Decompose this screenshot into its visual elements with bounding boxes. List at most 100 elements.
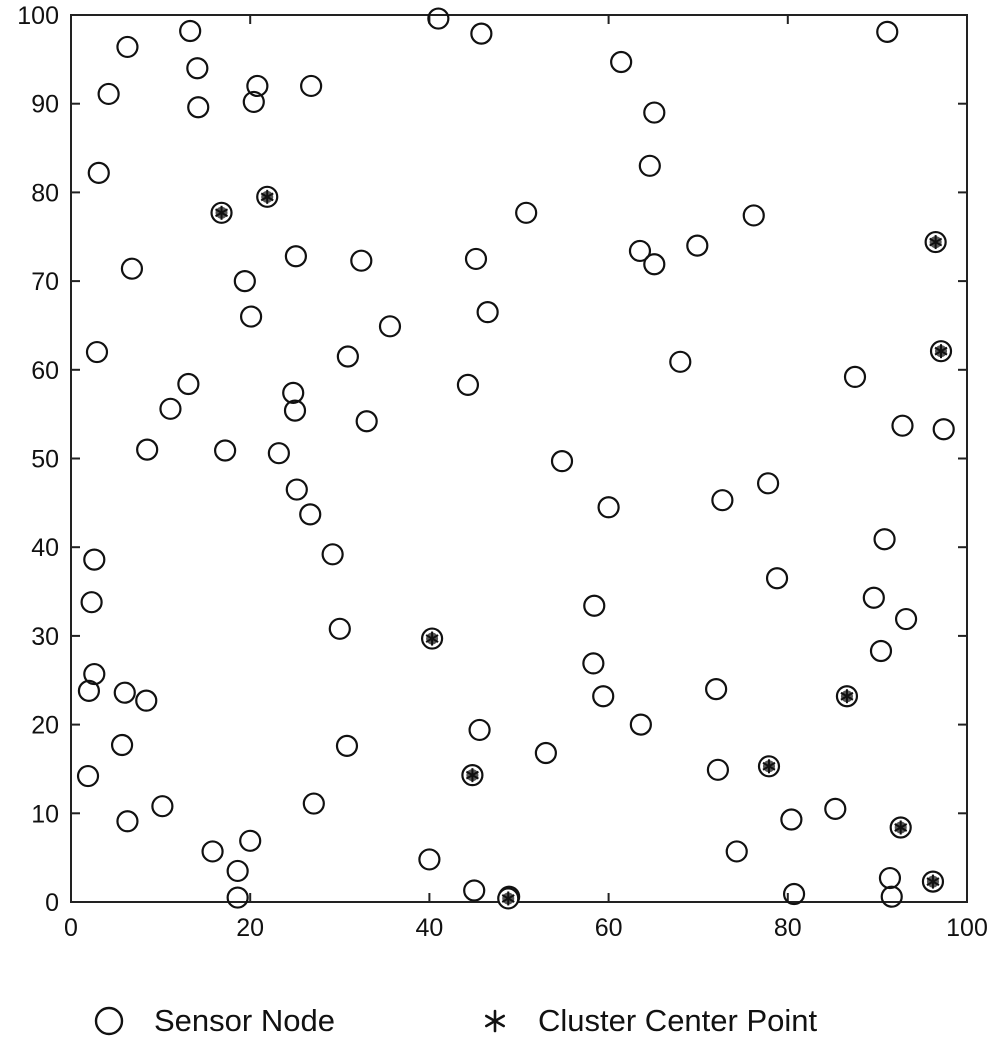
cluster-center-point <box>210 201 233 224</box>
sensor-node-point <box>742 204 765 227</box>
sensor-node-point <box>116 810 139 833</box>
sensor-node-points <box>76 7 955 909</box>
sensor-node-point <box>583 594 606 617</box>
cluster-center-point <box>924 230 947 254</box>
cluster-center-point <box>921 870 945 893</box>
y-tick-label: 40 <box>31 534 59 562</box>
sensor-node-point <box>464 247 488 271</box>
sensor-node-point <box>355 410 378 433</box>
sensor-node-point <box>350 249 373 272</box>
x-tick-label: 100 <box>946 914 988 942</box>
sensor-node-point <box>418 848 441 871</box>
sensor-node-point <box>427 7 450 30</box>
x-tick-label: 40 <box>415 914 443 942</box>
sensor-node-point <box>83 548 106 571</box>
sensor-node-point <box>843 365 867 388</box>
plot-area <box>70 14 968 903</box>
sensor-node-point <box>335 734 359 757</box>
cluster-center-point <box>497 887 520 910</box>
sensor-node-point <box>476 301 499 324</box>
sensor-node-point <box>597 496 620 519</box>
sensor-node-point <box>246 74 269 98</box>
sensor-node-point <box>869 639 893 663</box>
sensor-node-point <box>610 50 633 74</box>
x-tick-label: 80 <box>774 914 802 942</box>
circle-marker-icon <box>94 1006 124 1036</box>
sensor-node-point <box>177 372 200 396</box>
sensor-node-point <box>214 439 237 462</box>
sensor-node-point <box>77 679 101 702</box>
sensor-node-point <box>628 239 652 263</box>
y-tick-label: 100 <box>17 2 59 30</box>
sensor-node-point <box>201 840 224 863</box>
sensor-node-point <box>463 879 486 902</box>
sensor-node-point <box>242 90 265 114</box>
sensor-node-point <box>629 713 652 736</box>
sensor-node-point <box>550 450 574 473</box>
sensor-node-point <box>285 478 308 501</box>
sensor-node-point <box>283 399 307 422</box>
sensor-node-point <box>515 201 538 224</box>
sensor-node-point <box>456 373 480 396</box>
cluster-center-point <box>757 755 781 778</box>
x-tick-label: 20 <box>236 914 264 942</box>
y-tick-label: 10 <box>31 800 59 828</box>
sensor-node-point <box>876 20 899 43</box>
sensor-node-point <box>85 340 109 364</box>
scatter-chart: 0 20 40 60 80 100 0 10 20 30 40 50 60 70 80 90 100 <box>17 2 988 942</box>
sensor-node-point <box>686 234 709 257</box>
sensor-node-point <box>299 503 322 526</box>
legend-item-sensor-node: Sensor Node <box>92 996 335 1046</box>
sensor-node-point <box>267 442 290 465</box>
sensor-node-point <box>110 733 134 757</box>
sensor-node-point <box>113 681 136 704</box>
cluster-center-point <box>835 685 859 708</box>
sensor-node-point <box>76 764 100 788</box>
x-tick-label: 60 <box>595 914 623 942</box>
cluster-center-point <box>889 816 912 839</box>
sensor-node-point <box>765 567 789 590</box>
y-tick-label: 30 <box>31 623 59 651</box>
sensor-node-point <box>120 257 144 280</box>
sensor-node-point <box>233 270 256 293</box>
y-tick-label: 80 <box>31 179 59 207</box>
sensor-node-point <box>135 689 158 712</box>
sensor-node-point <box>756 472 780 495</box>
sensor-node-point <box>97 82 120 106</box>
sensor-node-point <box>638 154 661 177</box>
y-tick-label: 20 <box>31 712 59 740</box>
chart-legend: Sensor Node Cluster Center Point <box>0 996 1000 1046</box>
sensor-node-point <box>862 586 885 609</box>
sensor-node-point <box>894 607 918 631</box>
sensor-node-point <box>468 718 491 742</box>
sensor-node-point <box>159 397 182 420</box>
cluster-center-points <box>210 185 953 910</box>
sensor-node-point <box>83 662 106 686</box>
sensor-node-point <box>643 253 666 276</box>
sensor-node-point <box>873 528 896 551</box>
sensor-node-point <box>328 617 351 640</box>
cluster-center-point <box>929 340 953 363</box>
y-tick-label: 50 <box>31 446 59 474</box>
cluster-center-point <box>420 627 444 650</box>
sensor-node-point <box>780 808 803 831</box>
sensor-node-point <box>136 438 159 461</box>
sensor-node-point <box>151 795 174 818</box>
cluster-center-point <box>256 185 279 208</box>
y-tick-label: 70 <box>31 268 59 296</box>
cluster-center-point <box>461 764 484 787</box>
sensor-node-point <box>582 652 605 675</box>
sensor-node-point <box>336 345 359 368</box>
sensor-node-point <box>226 859 249 883</box>
legend-item-cluster-center-point: Cluster Center Point <box>478 996 817 1046</box>
sensor-node-point <box>302 792 325 815</box>
sensor-node-point <box>284 245 307 268</box>
legend-label-cluster-center-point: Cluster Center Point <box>538 1003 818 1038</box>
sensor-node-point <box>179 19 202 43</box>
sensor-node-point <box>891 414 914 437</box>
sensor-node-point <box>643 101 666 124</box>
sensor-node-point <box>711 489 734 512</box>
sensor-node-point <box>282 381 305 404</box>
sensor-node-point <box>378 315 402 338</box>
sensor-node-point <box>187 96 210 119</box>
